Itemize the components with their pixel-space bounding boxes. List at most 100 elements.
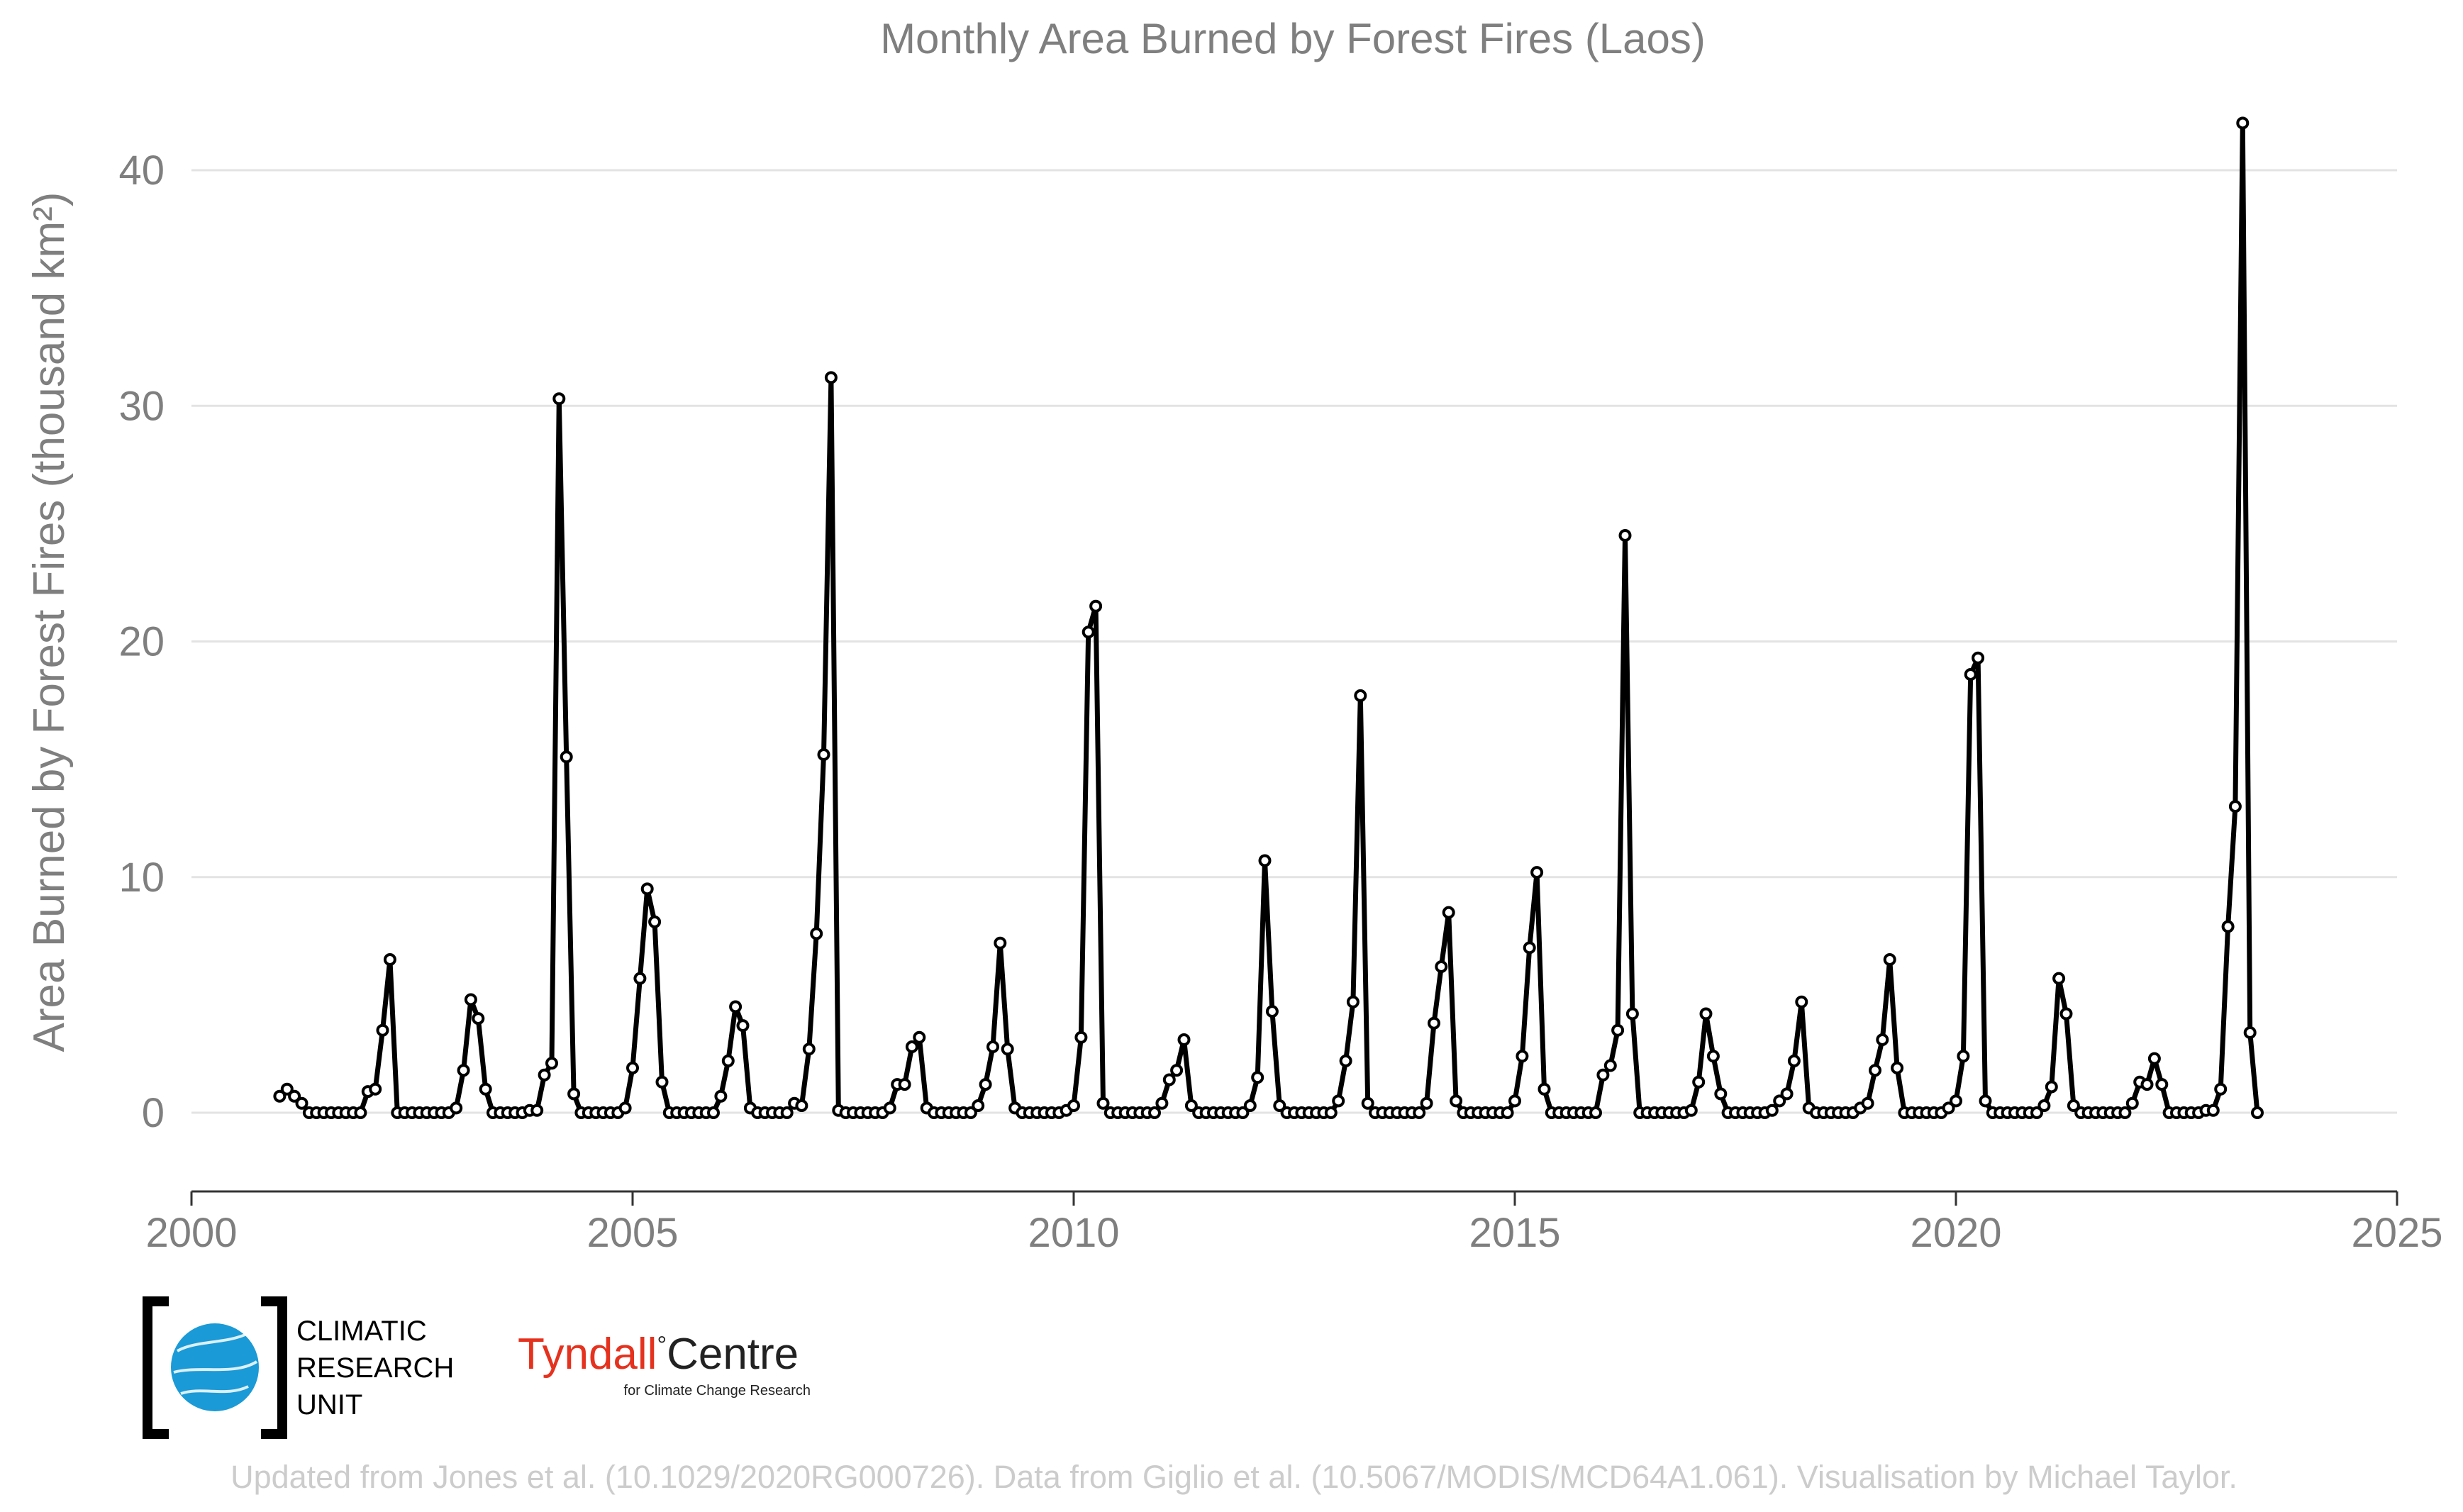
data-point (1501, 1106, 1514, 1119)
data-point (655, 1075, 669, 1089)
data-point (2147, 1052, 2161, 1065)
data-point (1957, 1050, 1970, 1063)
cru-text-line-1: CLIMATIC (296, 1316, 427, 1347)
data-point (1795, 995, 1808, 1008)
y-axis-label: Area Burned by Forest Fires (thousand km… (25, 192, 74, 1052)
data-point (2125, 1096, 2139, 1110)
data-point (626, 1061, 639, 1074)
data-point (2037, 1099, 2051, 1112)
data-point (1773, 1094, 1786, 1108)
data-point (1074, 1030, 1088, 1044)
data-point (1170, 1064, 1184, 1077)
data-point (567, 1087, 581, 1101)
data-point (1243, 1099, 1257, 1112)
data-point (472, 1012, 485, 1025)
data-point (1706, 1050, 1720, 1063)
data-point (905, 1040, 918, 1053)
data-point (2045, 1080, 2058, 1094)
data-point (530, 1104, 544, 1117)
data-point (1324, 1106, 1338, 1119)
data-point (780, 1106, 794, 1119)
data-point (1089, 599, 1103, 613)
data-point (986, 1040, 999, 1053)
data-point (2214, 1082, 2228, 1096)
data-point (1625, 1007, 1639, 1021)
x-tick-label-2010: 2010 (1028, 1210, 1119, 1256)
data-point (273, 1089, 287, 1103)
series-points (273, 116, 2264, 1119)
data-point (1273, 1099, 1286, 1112)
data-point (1684, 1104, 1698, 1117)
data-point (2059, 1007, 2073, 1021)
data-point (479, 1082, 492, 1096)
data-point (729, 1000, 743, 1013)
data-point (618, 1101, 632, 1115)
data-point (1979, 1094, 1992, 1108)
data-point (1236, 1106, 1250, 1119)
data-point (648, 915, 662, 928)
y-tick-label-40: 40 (118, 148, 165, 194)
data-point (2221, 920, 2235, 933)
data-point (1972, 651, 1985, 665)
data-point (2155, 1078, 2169, 1091)
data-point (1001, 1043, 1014, 1056)
cru-bracket-frame (143, 1296, 287, 1439)
data-point (1869, 1064, 1881, 1077)
data-point (824, 371, 838, 384)
tyndall-wordmark: Tyndall°Centre (518, 1330, 799, 1379)
y-tick-label-30: 30 (118, 383, 165, 429)
data-point (2206, 1104, 2220, 1117)
data-point (1780, 1087, 1794, 1101)
data-point (2067, 1099, 2080, 1112)
x-tick-label-2025: 2025 (2351, 1210, 2442, 1256)
series-line (277, 121, 2260, 1116)
data-point (1450, 1094, 1463, 1108)
data-point (1096, 1096, 1110, 1110)
data-point (1435, 960, 1448, 973)
y-gridlines (191, 169, 2397, 1114)
data-point (1420, 1096, 1433, 1110)
data-point (1538, 1082, 1551, 1096)
data-point (817, 748, 830, 761)
data-point (1332, 1094, 1345, 1108)
y-tick-label-10: 10 (118, 855, 165, 901)
data-point (972, 1099, 985, 1112)
data-point (2052, 972, 2066, 985)
data-point (2251, 1106, 2264, 1119)
cru-text-line-2: RESEARCH (296, 1352, 454, 1384)
data-point (913, 1030, 926, 1044)
data-point (280, 1082, 294, 1096)
data-point (1148, 1106, 1161, 1119)
data-point (1964, 668, 1977, 681)
data-point (1861, 1096, 1874, 1110)
data-point (1428, 1016, 1440, 1030)
data-point (295, 1096, 308, 1110)
data-point (1082, 626, 1095, 639)
data-point (369, 1082, 382, 1096)
data-point (721, 1054, 735, 1067)
data-point (802, 1043, 816, 1056)
data-point (1765, 1104, 1779, 1117)
y-tick-label-20: 20 (118, 619, 165, 665)
tyndall-subtitle: for Climate Change Research (624, 1383, 811, 1399)
data-point (354, 1106, 367, 1119)
data-point (1950, 1094, 1962, 1108)
data-point (1184, 1099, 1198, 1112)
data-point (1413, 1106, 1426, 1119)
data-point (1265, 1005, 1279, 1018)
data-point (979, 1078, 992, 1091)
data-point (2236, 116, 2250, 130)
chart-title: Monthly Area Burned by Forest Fires (Lao… (880, 15, 1706, 62)
data-point (964, 1106, 977, 1119)
data-point (1942, 1101, 1955, 1115)
data-point (2030, 1106, 2043, 1119)
data-point (1339, 1054, 1352, 1067)
data-point (1346, 995, 1360, 1008)
x-tick-label-2005: 2005 (586, 1210, 678, 1256)
data-point (560, 750, 573, 764)
data-point (552, 392, 566, 406)
data-point (1067, 1099, 1080, 1112)
data-point (795, 1099, 808, 1112)
data-point (1530, 866, 1544, 879)
